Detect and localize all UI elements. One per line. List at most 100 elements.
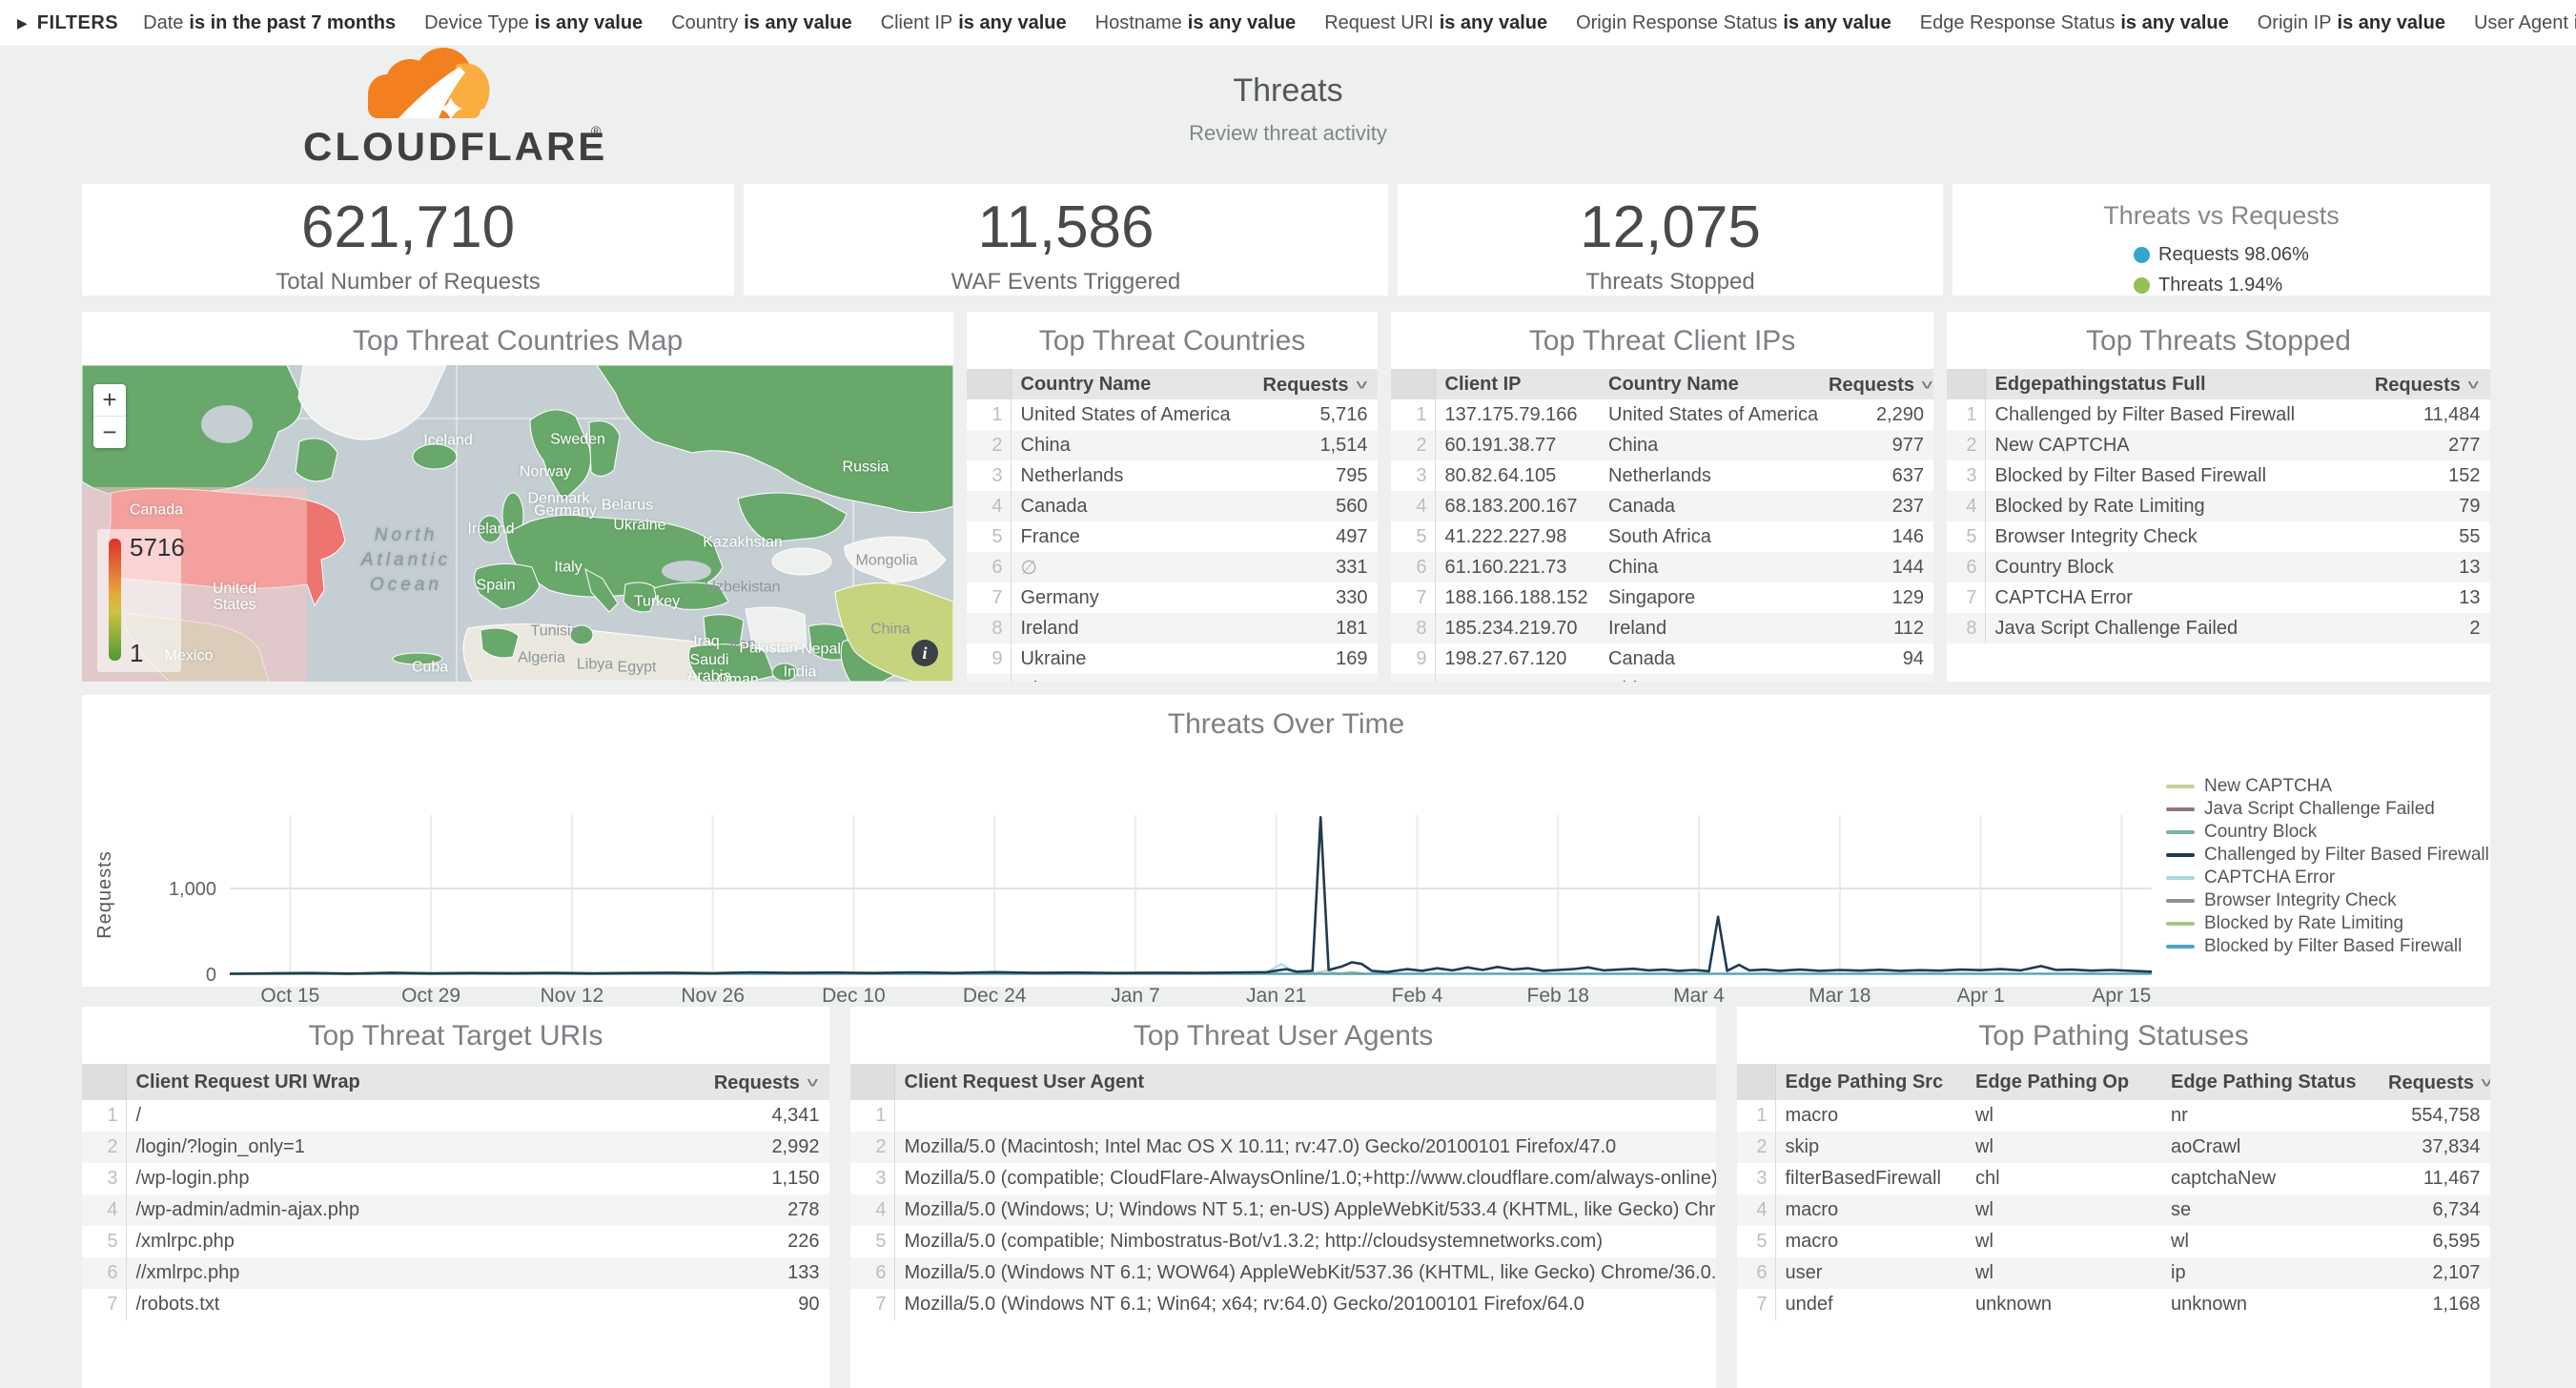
column-header-edge-pathing-status[interactable]: Edge Pathing Status <box>2161 1064 2379 1100</box>
stat-card-total-requests: 621,710 Total Number of Requests <box>82 184 734 296</box>
chart-legend-item[interactable]: Challenged by Filter Based Firewall <box>2166 844 2489 867</box>
filter-item-origin-response-status[interactable]: Origin Response Status is any value <box>1576 11 1891 33</box>
table-cell: macro <box>1785 1231 1839 1252</box>
table-row: 1 <box>850 1100 1716 1132</box>
chart-legend-item[interactable]: Country Block <box>2166 821 2489 844</box>
chart-legend-item[interactable]: CAPTCHA Error <box>2166 867 2489 889</box>
table-row: 8 Ireland 181 <box>967 613 1378 643</box>
svg-text:Jan 21: Jan 21 <box>1246 985 1306 1007</box>
row-number: 1 <box>1947 399 1986 430</box>
filters-button[interactable]: FILTERS <box>36 11 119 33</box>
map-country-label: Uzbekistan <box>705 579 781 596</box>
filter-item-origin-ip[interactable]: Origin IP is any value <box>2257 11 2445 33</box>
row-number: 8 <box>967 613 1012 643</box>
table-cell: chl <box>1975 1168 2000 1189</box>
table-row: 8 Java Script Challenge Failed 2 <box>1947 613 2490 643</box>
column-header-requests[interactable]: Requests∨ <box>2356 369 2490 399</box>
table-cell: Mozilla/5.0 (compatible; CloudFlare-Alwa… <box>904 1168 1717 1189</box>
map-country-label: Pakistan <box>739 640 798 657</box>
row-number: 9 <box>967 643 1012 674</box>
column-header-edge-pathing-op[interactable]: Edge Pathing Op <box>1966 1064 2161 1100</box>
svg-text:Nov 12: Nov 12 <box>541 985 604 1007</box>
map-country-label: Norway <box>519 463 572 480</box>
table-cell: Netherlands <box>1608 464 1711 486</box>
filter-item-device-type[interactable]: Device Type is any value <box>424 11 644 33</box>
column-header-country-name[interactable]: Country Name <box>1599 369 1819 399</box>
row-number: 7 <box>82 1289 127 1320</box>
column-header-edge-pathing-src[interactable]: Edge Pathing Src <box>1775 1064 1966 1100</box>
map-country-label: Kazakhstan <box>703 534 783 551</box>
column-header-requests[interactable]: Requests∨ <box>690 1064 829 1100</box>
table-cell: United States of America <box>1608 403 1819 425</box>
column-header-requests[interactable]: Requests∨ <box>1819 369 1933 399</box>
table-cell: 4,341 <box>771 1105 820 1126</box>
threats-vs-requests-legend: Requests 98.06% Threats 1.94% <box>2134 244 2309 305</box>
table-row: 7/robots.txt 90 <box>82 1289 829 1320</box>
table-cell: aoCrawl <box>2171 1136 2241 1157</box>
table-cell: Canada <box>1608 495 1676 517</box>
table-cell: //xmlrpc.php <box>135 1262 240 1283</box>
target_uris-table: Client Request URI Wrap Requests ∨ 1 / 4,341 2… <box>82 1064 829 1320</box>
table-cell: 795 <box>1336 464 1368 486</box>
row-number: 3 <box>967 460 1012 491</box>
column-header-client-request-uri-wrap[interactable]: Client Request URI Wrap <box>126 1064 691 1100</box>
table-cell: United States of America <box>1020 403 1231 425</box>
row-number: 10 <box>1391 674 1436 682</box>
table-cell: 198.27.67.120 <box>1444 647 1567 669</box>
chart-legend-item[interactable]: Blocked by Filter Based Firewall <box>2166 935 2489 958</box>
map-country-label: Turkey <box>633 593 681 610</box>
table-cell: ∅ <box>1020 557 1037 579</box>
world-map-svg <box>82 365 953 682</box>
filter-item-client-ip[interactable]: Client IP is any value <box>880 11 1067 33</box>
filters-expand-icon[interactable]: ▶ <box>17 14 28 31</box>
table-row: 4 Mozilla/5.0 (Windows; U; Windows NT 5.1… <box>850 1194 1716 1226</box>
table-row: 5 41.222.227.98 South Africa 146 <box>1391 521 1933 552</box>
column-header-requests[interactable]: Requests∨ <box>2379 1064 2490 1100</box>
table-row: 5 Mozilla/5.0 (compatible; Nimbostratus-B… <box>850 1226 1716 1257</box>
row-number: 5 <box>82 1226 127 1257</box>
chart-legend-item[interactable]: Java Script Challenge Failed <box>2166 798 2489 821</box>
row-number: 2 <box>82 1132 127 1163</box>
column-header-edgepathingstatus-full[interactable]: Edgepathingstatus Full <box>1985 369 2357 399</box>
column-header-requests[interactable]: Requests∨ <box>1253 369 1378 399</box>
legend-line-icon <box>2166 876 2195 880</box>
row-number: 4 <box>1737 1194 1776 1226</box>
chart-legend-item[interactable]: New CAPTCHA <box>2166 775 2489 798</box>
row-number: 8 <box>1947 613 1986 643</box>
map-info-button[interactable]: i <box>911 640 938 666</box>
filter-item-user-agent[interactable]: User Agentis any value <box>2473 11 2576 33</box>
map-zoom-control: + − <box>93 384 126 448</box>
row-number: 6 <box>1947 552 1986 582</box>
table-cell: Java Script Challenge Failed <box>1994 617 2239 639</box>
row-number: 7 <box>850 1289 895 1320</box>
table-cell: Blocked by Rate Limiting <box>1994 495 2205 517</box>
table-cell: CAPTCHA Error <box>1994 586 2133 608</box>
filter-item-date[interactable]: Date is in the past 7 months <box>143 11 397 33</box>
table-row: 3 filterBasedFirewall chl captchaNew 11,467 <box>1737 1163 2490 1194</box>
map-ocean-label: North Atlantic Ocean <box>360 525 452 595</box>
map-zoom-in-button[interactable]: + <box>93 384 126 417</box>
world-map[interactable]: Canada United States Mexico Cuba Iceland Irel… <box>82 365 953 682</box>
column-header-client-request-user-agent[interactable]: Client Request User Agent <box>894 1064 1716 1100</box>
cloudflare-logo: CLOUDFLARE ® <box>303 48 604 169</box>
table-row: 5 macro wl wl 6,595 <box>1737 1226 2490 1257</box>
table-cell: 1,514 <box>1319 434 1368 456</box>
column-header-country-name[interactable]: Country Name <box>1011 369 1254 399</box>
row-number: 3 <box>1391 460 1436 491</box>
table-row: 6 user wl ip 2,107 <box>1737 1257 2490 1289</box>
table-cell: 2,992 <box>771 1136 820 1157</box>
map-zoom-out-button[interactable]: − <box>102 418 117 446</box>
filter-item-edge-response-status[interactable]: Edge Response Status is any value <box>1919 11 2229 33</box>
chart-legend-item[interactable]: Blocked by Rate Limiting <box>2166 912 2489 935</box>
filter-item-request-uri[interactable]: Request URI is any value <box>1324 11 1548 33</box>
sort-desc-icon: ∨ <box>1919 377 1933 392</box>
filter-item-country[interactable]: Country is any value <box>671 11 852 33</box>
table-cell: 68.183.200.167 <box>1444 495 1578 517</box>
table-row: 6 Country Block 13 <box>1947 552 2490 582</box>
chart-legend-item[interactable]: Browser Integrity Check <box>2166 889 2489 912</box>
table-cell: Mozilla/5.0 (Macintosh; Intel Mac OS X 1… <box>904 1136 1617 1157</box>
column-header-client-ip[interactable]: Client IP <box>1435 369 1599 399</box>
row-number-header <box>1391 369 1436 399</box>
filter-item-hostname[interactable]: Hostname is any value <box>1094 11 1297 33</box>
